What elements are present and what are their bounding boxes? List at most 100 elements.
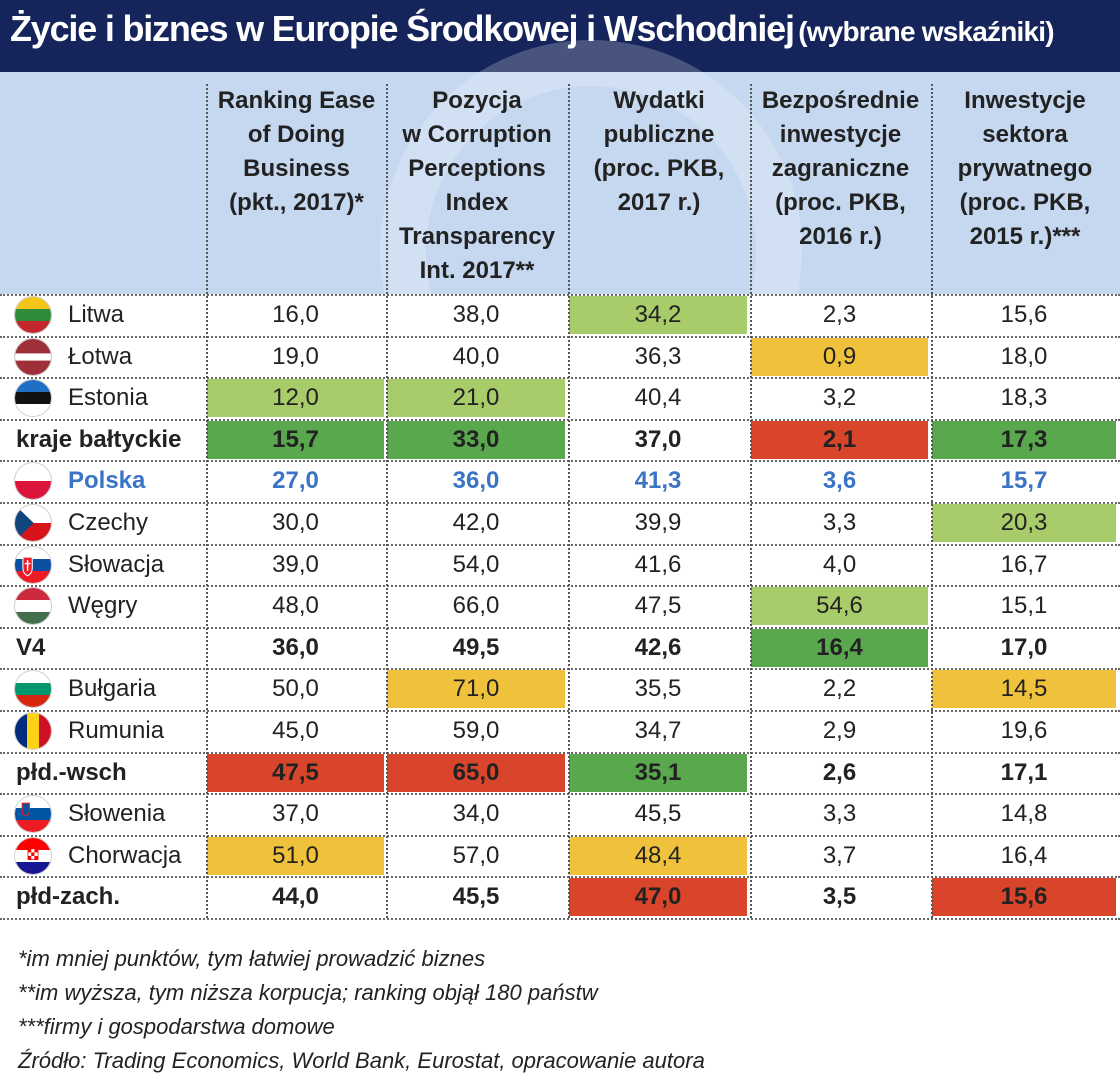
table-cell: 19,6	[1000, 717, 1048, 744]
table-row: kraje bałtyckie 15,7 33,0 37,0 2,1 17,3	[0, 419, 1120, 461]
row-divider	[0, 460, 1120, 463]
row-label: Słowacja	[68, 550, 165, 578]
row-label: Polska	[68, 467, 146, 495]
table-cell: 45,5	[452, 883, 500, 911]
column-divider	[386, 84, 388, 918]
row-divider	[0, 876, 1120, 879]
footnote: *im mniej punktów, tym łatwiej prowadzić…	[18, 946, 486, 971]
table-cell: 27,0	[272, 467, 319, 495]
table-cell: 19,0	[272, 342, 319, 370]
table-cell: 14,8	[1000, 800, 1048, 828]
table-cell: 47,5	[634, 592, 682, 620]
column-header-label: Ranking Ease of Doing Business (pkt., 20…	[217, 87, 376, 216]
table-cell: 18,0	[1000, 342, 1048, 370]
table-cell: 37,0	[634, 425, 682, 453]
table-cell: 39,9	[634, 509, 682, 536]
chart-subtitle: (wybrane wskaźniki)	[798, 16, 1054, 47]
table-cell: 38,0	[452, 301, 500, 328]
table-cell: 2,9	[822, 717, 857, 744]
table-cell: 18,3	[1000, 384, 1048, 412]
romania-flag-icon	[14, 712, 52, 750]
table-row: Litwa 16,0 38,0 34,2 2,3 15,6	[0, 294, 1120, 336]
chart-title: Życie i biznes w Europie Środkowej i Wsc…	[10, 8, 795, 49]
table-cell: 15,1	[1000, 592, 1048, 620]
table-row: Łotwa 19,0 40,0 36,3 0,9 18,0	[0, 336, 1120, 378]
slovakia-flag-icon	[14, 545, 52, 584]
footnote: ***firmy i gospodarstwa domowe	[18, 1014, 335, 1039]
table-row: Czechy 30,0 42,0 39,9 3,3 20,3	[0, 502, 1120, 544]
table-row: Słowacja 39,0 54,0 41,6 4,0 16,7	[0, 544, 1120, 586]
table-cell: 48,4	[569, 836, 747, 875]
table-cell: 35,1	[569, 753, 747, 792]
table-cell: 3,7	[822, 841, 857, 869]
table-cell: 66,0	[452, 592, 500, 620]
table-cell: 15,6	[932, 878, 1116, 917]
table-cell: 2,2	[822, 675, 857, 703]
table-cell: 44,0	[272, 883, 319, 911]
row-divider	[0, 377, 1120, 380]
table-cell: 50,0	[272, 675, 319, 703]
table-cell: 42,0	[452, 509, 500, 536]
table-cell: 20,3	[932, 504, 1116, 542]
column-header: Bezpośrednie inwestycje zagraniczne (pro…	[751, 84, 930, 294]
table-cell: 51,0	[207, 836, 384, 875]
hungary-flag-icon	[14, 587, 52, 626]
row-label: Słowenia	[68, 800, 166, 828]
table-row: Słowenia 37,0 34,0 45,5 3,3 14,8	[0, 793, 1120, 835]
table-row: Rumunia 45,0 59,0 34,7 2,9 19,6	[0, 710, 1120, 752]
table-cell: 41,6	[634, 550, 682, 578]
column-header-label: Inwestycje sektora prywatnego (proc. PKB…	[957, 87, 1093, 250]
table-cell: 71,0	[387, 670, 565, 709]
table-row: Węgry 48,0 66,0 47,5 54,6 15,1	[0, 585, 1120, 627]
table-cell: 48,0	[272, 592, 319, 620]
table-cell: 34,7	[634, 717, 682, 744]
table-cell: 41,3	[634, 467, 682, 495]
row-label: Bułgaria	[68, 675, 157, 703]
table-row: Polska 27,0 36,0 41,3 3,6 15,7	[0, 460, 1120, 502]
table-header	[0, 72, 1120, 294]
row-divider	[0, 502, 1120, 504]
table-row: Estonia 12,0 21,0 40,4 3,2 18,3	[0, 377, 1120, 419]
table-cell: 3,3	[822, 509, 857, 536]
row-label: Estonia	[68, 384, 149, 412]
table-cell: 42,6	[634, 633, 682, 661]
table-cell: 3,3	[822, 800, 857, 828]
table-cell: 54,6	[751, 587, 928, 626]
row-label: Łotwa	[68, 342, 133, 370]
table-cell: 47,5	[207, 753, 384, 792]
row-label: kraje bałtyckie	[16, 425, 182, 453]
table-cell: 36,3	[634, 342, 682, 370]
column-header: Ranking Ease of Doing Business (pkt., 20…	[207, 84, 386, 294]
table-row: Bułgaria 50,0 71,0 35,5 2,2 14,5	[0, 668, 1120, 710]
row-label: Litwa	[68, 301, 125, 328]
poland-flag-icon	[14, 462, 52, 501]
row-divider	[0, 834, 1120, 837]
row-divider	[0, 543, 1120, 546]
table-cell: 40,4	[634, 384, 682, 412]
column-divider	[206, 84, 208, 918]
table-cell: 39,0	[272, 550, 319, 578]
table-cell: 49,5	[452, 633, 500, 661]
estonia-flag-icon	[14, 379, 52, 418]
row-label: Chorwacja	[68, 841, 182, 869]
table-cell: 15,6	[1000, 301, 1048, 328]
row-divider	[0, 626, 1120, 629]
row-divider	[0, 418, 1120, 421]
table-cell: 59,0	[452, 717, 500, 744]
row-divider	[0, 668, 1120, 671]
table-cell: 17,0	[1000, 633, 1048, 661]
table-cell: 34,0	[452, 800, 500, 828]
row-label: płd.-wsch	[16, 758, 127, 786]
table-cell: 2,6	[822, 758, 857, 786]
row-label: płd-zach.	[16, 883, 121, 911]
table-cell: 3,6	[822, 467, 857, 495]
source-note: Źródło: Trading Economics, World Bank, E…	[18, 1048, 705, 1073]
row-divider	[0, 335, 1120, 338]
column-header: Inwestycje sektora prywatnego (proc. PKB…	[932, 84, 1118, 294]
table-cell: 45,0	[272, 717, 319, 744]
bulgaria-flag-icon	[14, 670, 52, 709]
row-divider	[0, 294, 1120, 296]
table-cell: 57,0	[452, 841, 500, 869]
column-header: Wydatki publiczne (proc. PKB, 2017 r.)	[569, 84, 749, 294]
table-cell: 34,2	[569, 296, 747, 334]
